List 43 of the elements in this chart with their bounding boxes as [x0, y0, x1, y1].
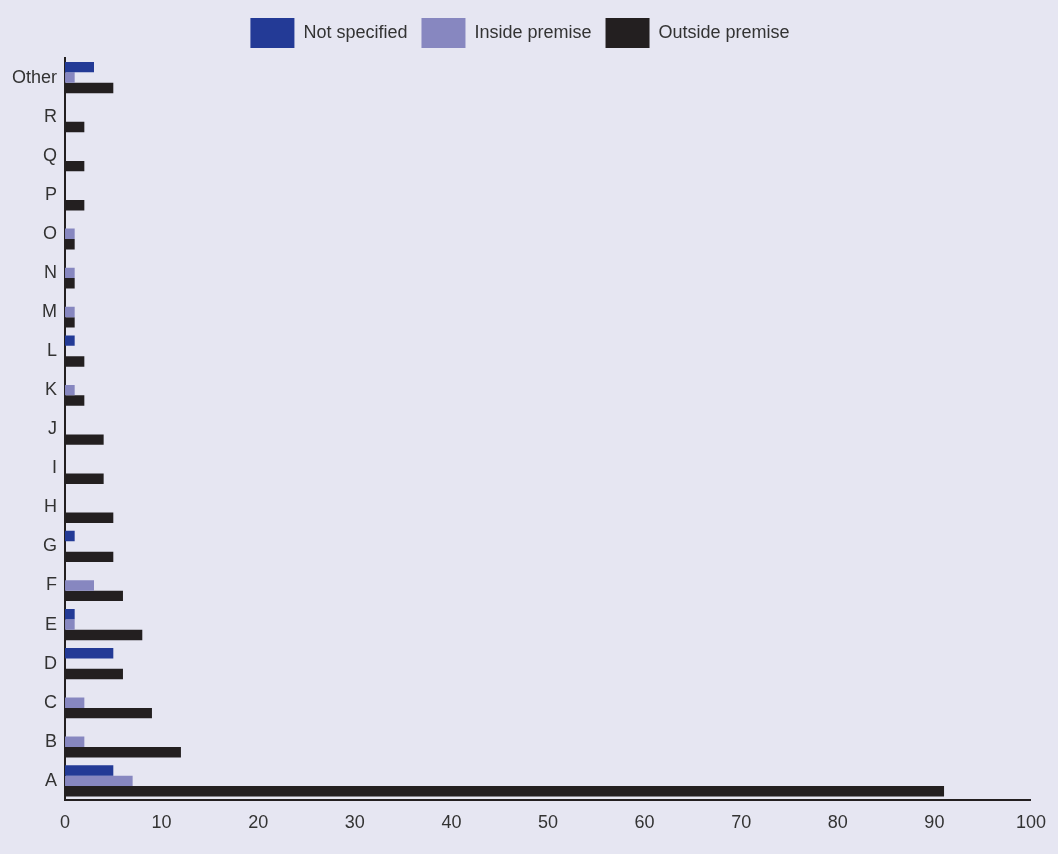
- y-tick-label: J: [48, 418, 58, 439]
- x-tick-label: 60: [634, 812, 655, 833]
- bar: [65, 765, 114, 776]
- bar: [65, 736, 85, 747]
- y-tick-label: O: [43, 222, 58, 243]
- legend-label: Not specified: [303, 21, 408, 42]
- y-tick-label: I: [52, 457, 58, 478]
- x-tick-label: 80: [827, 812, 848, 833]
- x-tick-label: 100: [1015, 812, 1047, 833]
- x-tick-label: 10: [151, 812, 172, 833]
- bar: [65, 697, 85, 708]
- x-tick-label: 20: [248, 812, 269, 833]
- bar: [65, 580, 94, 591]
- bar: [65, 61, 94, 73]
- y-tick-label: L: [47, 340, 58, 361]
- bar: [65, 72, 75, 83]
- y-tick-label: A: [45, 769, 58, 790]
- x-tick-label: 70: [731, 812, 752, 833]
- x-tick-label: 90: [924, 812, 945, 833]
- x-tick-label: 40: [441, 812, 462, 833]
- x-tick-label: 0: [60, 812, 71, 833]
- y-tick-label: C: [44, 691, 58, 712]
- legend-label: Inside premise: [474, 21, 592, 42]
- y-tick-label: Q: [43, 144, 58, 165]
- legend-label: Outside premise: [658, 21, 790, 42]
- y-tick-label: H: [44, 496, 58, 517]
- bar: [65, 335, 75, 346]
- x-tick-label: 50: [537, 812, 559, 833]
- y-tick-label: M: [42, 300, 58, 321]
- bar: [65, 619, 75, 630]
- y-tick-label: K: [45, 379, 58, 400]
- y-tick-label: P: [45, 183, 58, 204]
- y-tick-label: R: [44, 105, 58, 126]
- y-tick-label: F: [46, 574, 58, 595]
- y-tick-label: N: [44, 261, 58, 282]
- y-tick-label: G: [43, 535, 58, 556]
- y-tick-label: Other: [11, 66, 58, 87]
- bar: [65, 648, 114, 659]
- y-tick-label: E: [45, 613, 58, 634]
- y-tick-label: B: [45, 730, 58, 751]
- x-tick-label: 30: [344, 812, 365, 833]
- bar: [65, 775, 133, 787]
- y-tick-label: D: [44, 652, 58, 673]
